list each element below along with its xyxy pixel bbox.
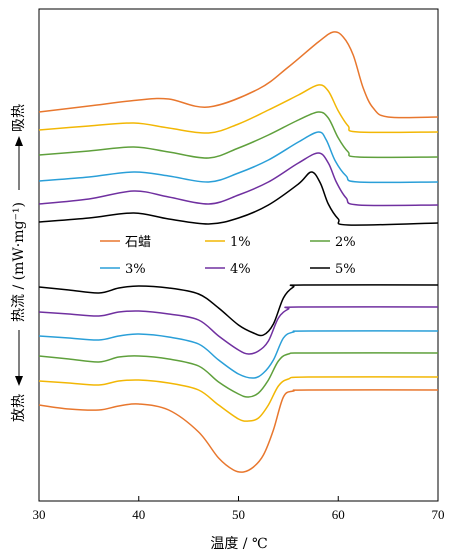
cooling-series-line <box>38 376 439 422</box>
legend-label: 1% <box>230 235 251 250</box>
x-axis-title: 温度 / ℃ <box>210 536 267 552</box>
cooling-series-line <box>38 306 439 355</box>
y-axis-annotation: 吸热 热流 / (mW·mg⁻¹) 放热 <box>11 104 27 422</box>
y-axis-label-exothermic: 放热 <box>11 394 27 422</box>
cooling-series-line <box>38 330 439 379</box>
legend-label: 4% <box>230 262 251 277</box>
x-tick-label: 30 <box>33 507 46 522</box>
y-axis-label-endothermic: 吸热 <box>11 104 27 132</box>
cooling-series-line <box>38 352 439 398</box>
heating-series-line <box>38 171 439 226</box>
plot-frame <box>38 8 439 502</box>
x-tick-label: 70 <box>432 507 445 522</box>
heating-series-line <box>38 152 439 207</box>
x-tick-label: 60 <box>332 507 345 522</box>
legend-label: 5% <box>335 262 356 277</box>
legend-label: 3% <box>125 262 146 277</box>
heating-series-line <box>38 131 439 184</box>
legend-label: 石蜡 <box>125 235 151 250</box>
heating-series-line <box>38 84 439 134</box>
x-tick-label: 50 <box>232 507 245 522</box>
heating-series-line <box>38 31 439 119</box>
cooling-series-line <box>38 389 439 473</box>
heating-series-line <box>38 111 439 159</box>
series-layer <box>38 31 439 473</box>
cooling-series-line <box>38 284 439 337</box>
arrow-down-icon <box>15 376 23 386</box>
x-ticks: 30 40 50 60 70 <box>33 496 445 522</box>
y-axis-title: 热流 / (mW·mg⁻¹) <box>11 202 27 322</box>
legend: 石蜡 1% 2% 3% 4% 5% <box>100 235 356 277</box>
arrow-up-icon <box>15 136 23 146</box>
x-tick-label: 40 <box>132 507 145 522</box>
legend-label: 2% <box>335 235 356 250</box>
